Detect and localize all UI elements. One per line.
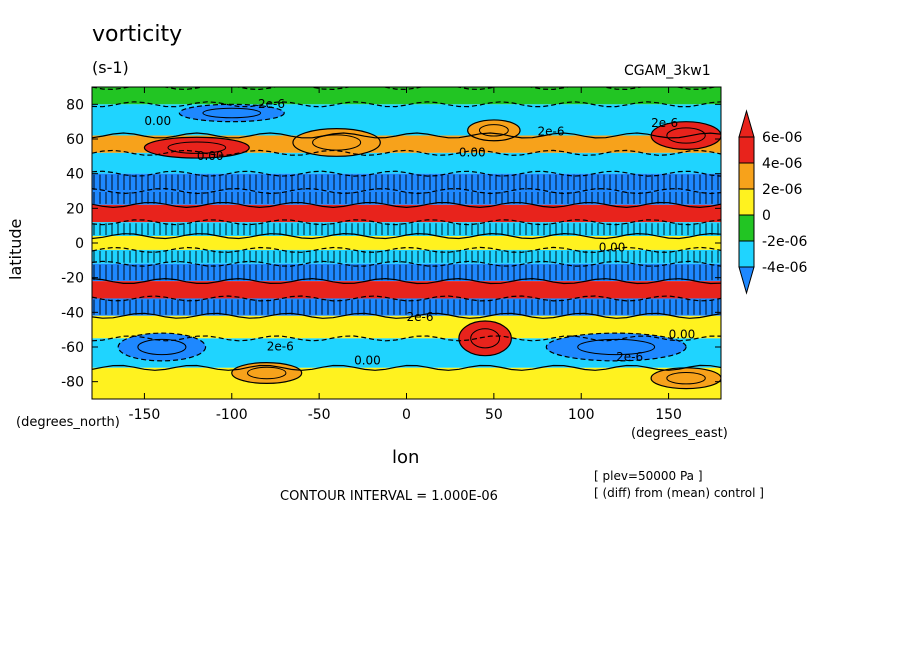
y-tick-label: -40 [61,305,84,321]
x-tick-label: 100 [568,407,595,423]
contour-value-label: 0.00 [669,327,696,341]
contour-line-13 [92,312,721,319]
plev-annotation: [ plev=50000 Pa ] [594,469,703,483]
contour-line-2 [92,132,721,139]
colorbar-top-arrow [738,109,755,138]
vorticity-band-13 [92,315,721,339]
contour-value-label: 0.00 [197,149,224,163]
vorticity-cell-9 [117,332,207,362]
vorticity-cell-inner-6 [666,371,706,385]
colorbar-bottom-arrow [738,266,755,295]
contour-line-6 [92,201,721,209]
contour-hatch-7 [93,223,719,236]
vorticity-cell-8 [545,332,687,362]
vorticity-cell-6 [650,367,721,390]
diff-annotation: [ (diff) from (mean) control ] [594,486,764,500]
vorticity-cell-inner-2 [478,124,509,137]
x-tick-label: 50 [485,407,503,423]
x-tick-label: 150 [655,407,682,423]
chart-title: vorticity [92,22,183,47]
dataset-label: CGAM_3kw1 [624,63,711,79]
contour-value-label: 2e-6 [407,310,434,324]
contour-hatch-10 [93,264,719,281]
colorbar-segment-4 [738,240,755,268]
vorticity-cell-inner-0 [167,141,227,154]
contour-interval-label: CONTOUR INTERVAL = 1.000E-06 [280,489,498,504]
vorticity-cell-inner-9 [137,338,187,356]
vorticity-band-3 [92,152,721,174]
colorbar-segment-3 [738,214,755,242]
contour-line-14 [92,335,721,342]
contour-value-label: 2e-6 [538,125,565,139]
x-ticks: -150 -100 -50 0 50 100 150 [129,87,682,423]
colorbar-label: 0 [762,208,771,224]
contour-line-5 [92,187,721,195]
vorticity-cell-inner-7 [202,107,262,119]
vorticity-cell-inner-1 [312,134,362,151]
vorticity-band-0 [92,87,721,105]
contour-line-4 [92,170,721,177]
contour-hatch-12 [93,299,719,315]
contour-value-label: 0.00 [459,145,486,159]
contour-line-9 [92,246,721,253]
y-tick-label: 20 [66,201,84,217]
x-tick-label: -100 [216,407,248,423]
y-tick-label: -80 [61,375,84,391]
vorticity-cell-2 [467,119,521,142]
colorbar-label: 2e-06 [762,182,802,198]
y-tick-label: -60 [61,340,84,356]
y-tick-label: 60 [66,132,84,148]
contour-line-15 [92,364,721,371]
vorticity-cell-7 [178,103,285,123]
vorticity-cell-4 [458,320,512,357]
contour-hatch-4 [93,174,719,190]
contour-value-label: 2e-6 [267,339,294,353]
x-tick-label: -150 [129,407,161,423]
vorticity-band-11 [92,281,721,299]
contour-value-label: 2e-6 [616,350,643,364]
x-tick-label: -50 [308,407,331,423]
contour-lines: 0.00 2e-6 0.00 2e-6 0.00 2e-6 0.00 2e-6 0.00 2e-6… [92,87,721,371]
contour-value-label: 0.00 [599,241,626,255]
contour-line-3 [92,149,721,156]
vorticity-cell-inner-4 [470,328,501,349]
y-ticks: -80 -60 -40 -20 0 20 40 60 80 [61,97,721,391]
contour-value-label: 2e-6 [651,116,678,130]
y-tick-label: 0 [75,236,84,252]
contour-line-1 [92,101,721,108]
y-tick-label: -20 [61,271,84,287]
contour-line-0 [92,87,718,91]
colorbar-label: 6e-06 [762,130,802,146]
colorbar-segment-2 [738,188,755,216]
colorbar-segment-1 [738,162,755,190]
y-tick-label: 40 [66,167,84,183]
contour-value-label: 2e-6 [258,97,285,111]
vorticity-cell-0 [143,136,250,159]
contour-hatch-5 [93,192,719,204]
contour-value-label: 0.00 [354,353,381,367]
vorticity-cell-1 [292,127,381,157]
vorticity-band-8 [92,236,721,250]
chart-units: (s-1) [92,58,129,77]
x-axis-label: lon [392,447,420,468]
vorticity-cell-inner-3 [666,127,706,144]
colorbar-segment-0 [738,136,755,164]
y-axis-unit: (degrees_north) [16,415,120,430]
contour-value-label: 0.00 [144,114,171,128]
vorticity-cell-inner-5 [247,366,287,380]
colorbar-label: 4e-06 [762,156,802,172]
colorbar: 6e-06 4e-06 2e-06 0 -2e-06 -4e-06 [738,109,808,295]
y-tick-label: 80 [66,97,84,113]
vorticity-band-6 [92,204,721,223]
x-tick-label: 0 [402,407,411,423]
colorbar-label: -2e-06 [762,234,808,250]
colorbar-label: -4e-06 [762,260,808,276]
contour-hatch-9 [93,250,719,263]
x-axis-unit: (degrees_east) [631,426,728,441]
